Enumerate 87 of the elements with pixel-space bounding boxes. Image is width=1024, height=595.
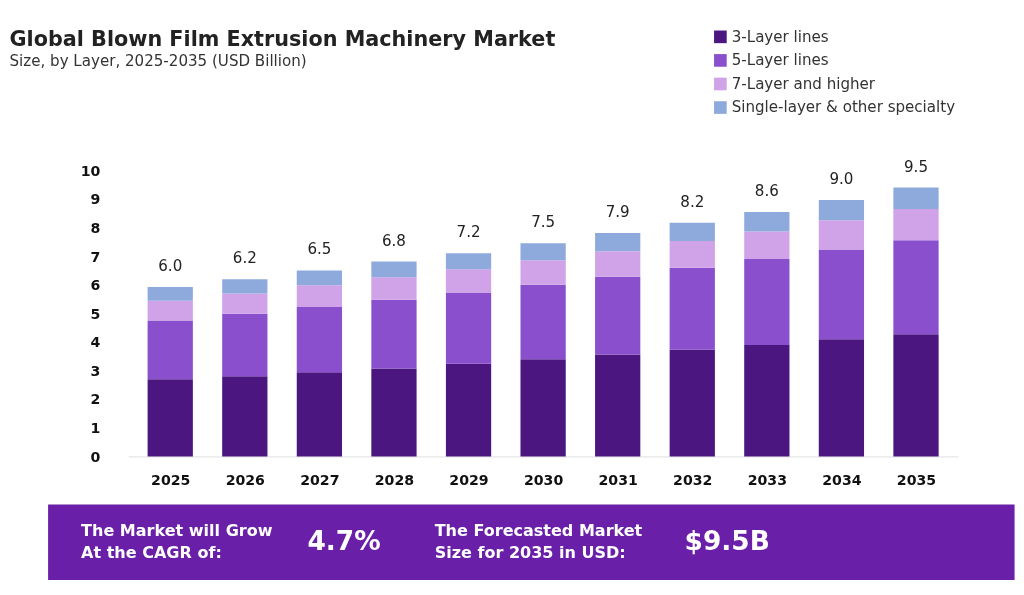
bar [669, 241, 715, 268]
bar [445, 363, 492, 457]
bar [595, 276, 641, 355]
y-tick-label: 5 [90, 305, 101, 322]
x-tick-label: 2035 [896, 472, 937, 489]
x-tick-label: 2026 [225, 472, 266, 489]
bar [744, 259, 790, 346]
legend-label: 7-Layer and higher [731, 74, 876, 93]
bar [296, 270, 343, 286]
bar [893, 240, 939, 335]
bar [222, 376, 268, 457]
x-tick-label: 2025 [151, 472, 191, 489]
total-label: 7.5 [531, 213, 556, 232]
total-label: 7.2 [456, 223, 481, 242]
bar [222, 293, 268, 314]
x-tick-label: 2034 [822, 472, 862, 489]
bar [595, 354, 641, 457]
x-tick-label: 2028 [374, 472, 415, 489]
bar [445, 269, 492, 293]
bar [371, 368, 417, 457]
bar [296, 372, 343, 457]
y-tick-label: 7 [90, 248, 101, 265]
bar [147, 300, 193, 321]
y-tick-label: 0 [90, 448, 101, 465]
bar [445, 253, 492, 270]
x-tick-label: 2027 [300, 472, 340, 489]
bar [147, 287, 193, 301]
bar [893, 334, 939, 457]
bar [371, 277, 417, 300]
y-tick-label: 4 [90, 334, 101, 351]
total-label: 8.2 [680, 192, 705, 211]
bar [669, 349, 715, 457]
x-tick-label: 2029 [449, 472, 489, 489]
bar [520, 260, 566, 285]
chart-subtitle: Size, by Layer, 2025-2035 (USD Billion) [9, 51, 307, 70]
bar [818, 249, 865, 340]
bar [669, 222, 715, 242]
y-tick-label: 2 [90, 391, 101, 408]
total-label: 6.0 [158, 256, 183, 275]
bar [595, 251, 641, 277]
bar [371, 299, 417, 369]
bar [371, 261, 417, 278]
legend-label: Single-layer & other specialty [731, 98, 956, 117]
bar [445, 292, 492, 364]
total-label: 6.5 [307, 240, 332, 259]
bar [222, 279, 268, 294]
bar [744, 345, 790, 457]
y-tick-label: 10 [80, 162, 101, 179]
bar [818, 220, 865, 250]
total-label: 9.0 [829, 169, 854, 188]
x-tick-label: 2033 [747, 472, 787, 489]
total-label: 9.5 [904, 157, 928, 176]
bar [222, 313, 268, 377]
y-tick-label: 3 [90, 362, 101, 379]
total-label: 7.9 [605, 202, 630, 221]
y-tick-label: 8 [90, 220, 101, 237]
bar [296, 307, 343, 373]
text: $9.5B [684, 524, 770, 556]
y-tick-label: 6 [90, 277, 101, 294]
bar [818, 199, 865, 221]
legend-label: 3-Layer lines [731, 27, 829, 46]
text: The Market will Grow At the CAGR of: [81, 520, 273, 563]
bar [595, 233, 641, 252]
y-tick-label: 1 [90, 420, 101, 437]
text: 4.7% [307, 524, 381, 556]
bar [669, 267, 715, 350]
bar [818, 339, 865, 457]
total-label: 6.2 [232, 249, 257, 268]
bar [520, 243, 566, 261]
bar [744, 231, 790, 260]
total-label: 6.8 [381, 231, 406, 250]
y-tick-label: 9 [90, 191, 101, 208]
chart-title: Global Blown Film Extrusion Machinery Market [9, 27, 556, 52]
bar [296, 285, 343, 308]
x-tick-label: 2031 [598, 472, 638, 489]
bar [520, 284, 566, 360]
bar [893, 187, 939, 210]
bar [147, 320, 193, 380]
x-tick-label: 2030 [523, 472, 564, 489]
bar [744, 211, 790, 232]
bar [893, 209, 939, 241]
text: The Forecasted Market Size for 2035 in USD: [434, 520, 643, 563]
total-label: 8.6 [754, 181, 779, 200]
legend-label: 5-Layer lines [731, 51, 829, 70]
bar [520, 359, 566, 457]
x-tick-label: 2032 [673, 472, 713, 489]
bar [147, 379, 193, 457]
